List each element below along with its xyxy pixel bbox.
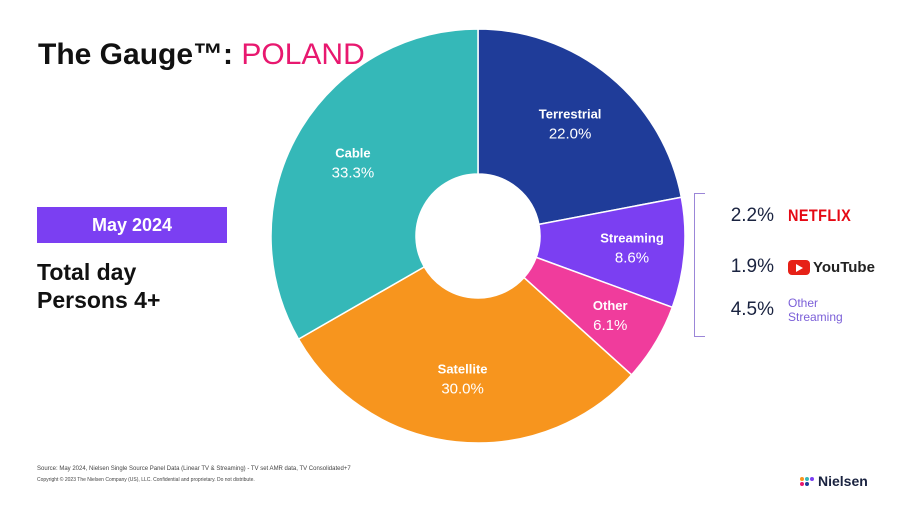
other-streaming-value: 4.5% bbox=[730, 299, 774, 320]
page-title: The Gauge™: POLAND bbox=[38, 38, 365, 72]
netflix-value: 2.2% bbox=[730, 205, 774, 226]
slice-label-other: Other bbox=[593, 298, 628, 313]
subtitle-line2: Persons 4+ bbox=[37, 287, 161, 313]
other-streaming-label: Other Streaming bbox=[788, 296, 843, 324]
slice-value-other: 6.1% bbox=[593, 317, 627, 334]
slice-label-terrestrial: Terrestrial bbox=[539, 107, 602, 122]
nielsen-dots-icon bbox=[800, 476, 814, 486]
streaming-bracket bbox=[694, 193, 705, 337]
slice-satellite bbox=[297, 265, 633, 444]
netflix-logo: NETFLIX bbox=[788, 206, 852, 225]
slice-label-cable: Cable bbox=[335, 146, 370, 161]
youtube-value: 1.9% bbox=[730, 256, 774, 277]
nielsen-text: Nielsen bbox=[818, 473, 868, 489]
slice-cable bbox=[270, 28, 479, 341]
audience-label: Total day Persons 4+ bbox=[37, 258, 160, 314]
copyright-note: Copyright © 2023 The Nielsen Company (US… bbox=[37, 477, 255, 483]
title-country: POLAND bbox=[241, 38, 365, 71]
legend-youtube: 1.9% YouTube bbox=[722, 256, 875, 278]
date-badge: May 2024 bbox=[37, 207, 227, 243]
slice-label-satellite: Satellite bbox=[438, 362, 488, 377]
slice-value-cable: 33.3% bbox=[332, 165, 375, 182]
legend-other-streaming: 4.5% Other Streaming bbox=[722, 296, 860, 324]
slice-label-streaming: Streaming bbox=[600, 231, 664, 246]
slice-terrestrial bbox=[477, 28, 683, 226]
youtube-logo: YouTube bbox=[788, 259, 875, 276]
slice-value-terrestrial: 22.0% bbox=[549, 126, 592, 143]
slice-value-streaming: 8.6% bbox=[615, 250, 649, 267]
slice-value-satellite: 30.0% bbox=[441, 381, 484, 398]
youtube-play-icon bbox=[788, 259, 810, 275]
legend-netflix: 2.2% NETFLIX bbox=[722, 205, 862, 227]
nielsen-logo: Nielsen bbox=[800, 473, 868, 489]
title-text: The Gauge™: bbox=[38, 38, 234, 71]
source-note: Source: May 2024, Nielsen Single Source … bbox=[37, 466, 351, 472]
subtitle-line1: Total day bbox=[37, 259, 137, 285]
youtube-text: YouTube bbox=[813, 258, 875, 276]
